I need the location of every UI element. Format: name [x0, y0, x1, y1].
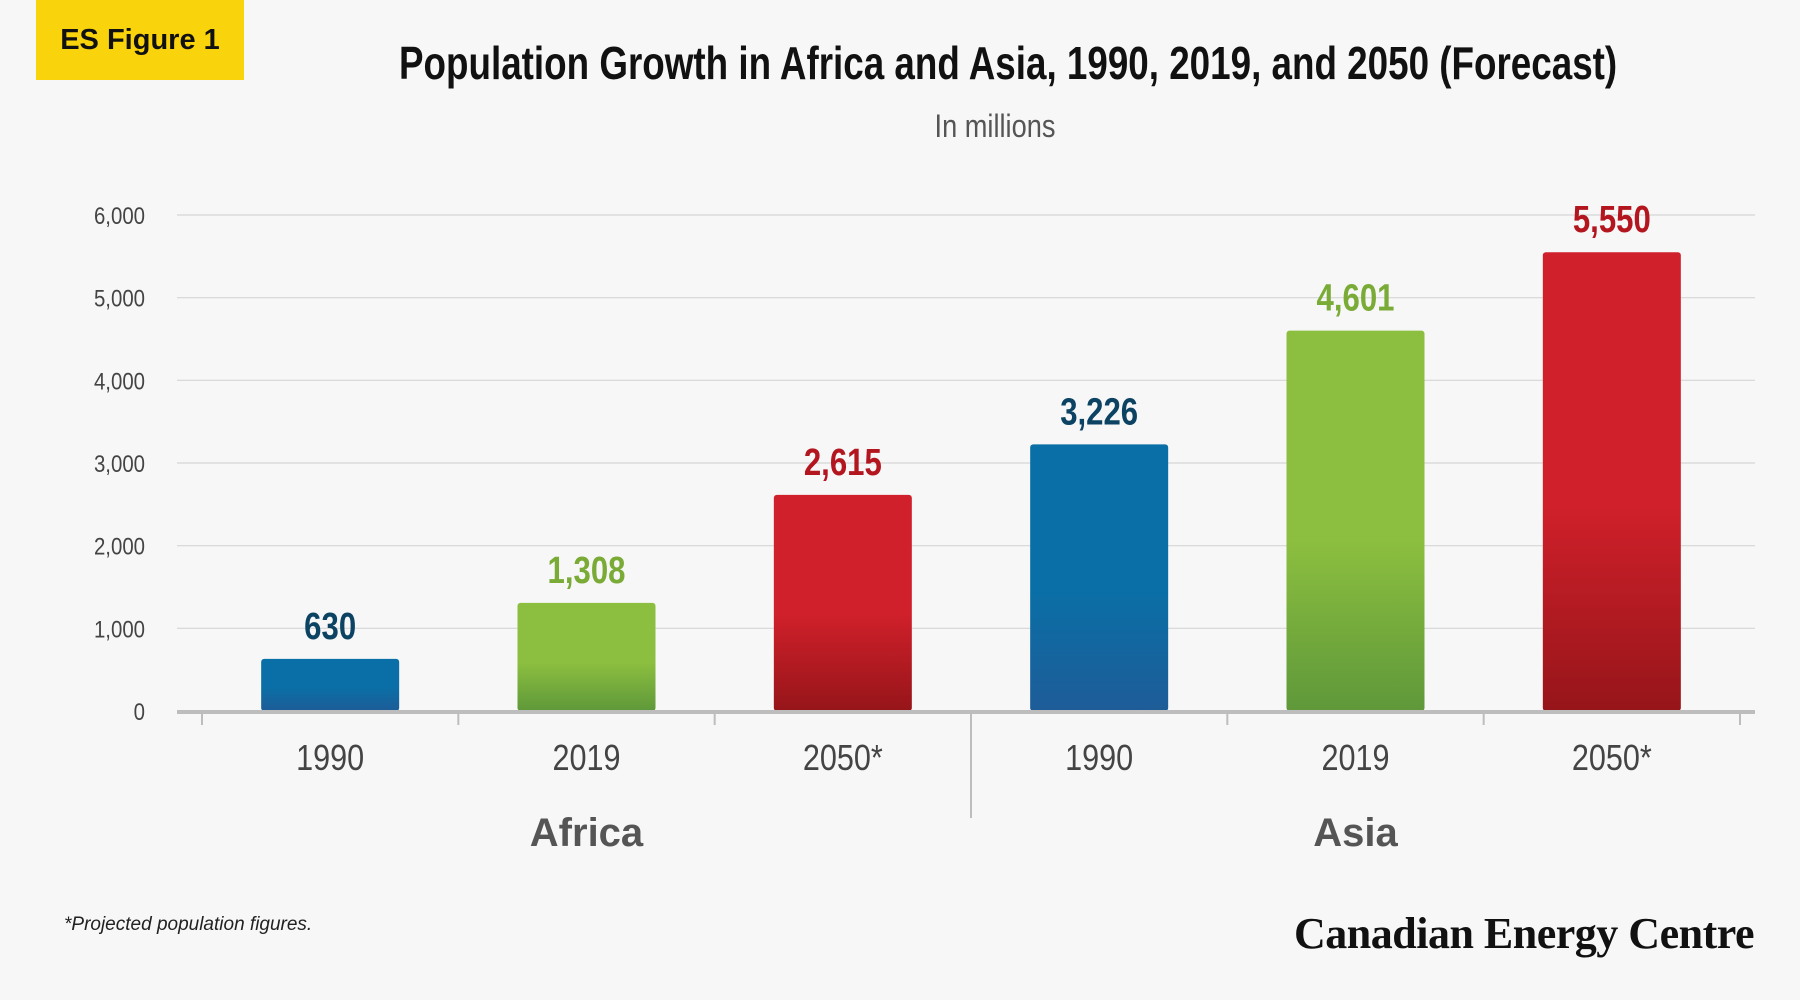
bar-chart: 0 1,000 2,000 3,000 4,000 5,000 6,000 630 1,308…	[94, 199, 1755, 855]
y-tick-label: 0	[134, 698, 145, 725]
bar	[261, 658, 400, 711]
data-label: 630	[304, 606, 356, 648]
brand-logo: Canadian Energy Centre	[1294, 909, 1754, 958]
x-axis: 1990 2019 2050* Africa 1990 2019 2050* Asia	[177, 710, 1755, 855]
chart-subtitle: In millions	[934, 108, 1056, 144]
figure-badge: ES Figure 1	[36, 0, 244, 80]
x-tick-label: 2019	[1321, 739, 1389, 779]
y-tick-label: 5,000	[94, 285, 145, 312]
y-axis-ticks: 0 1,000 2,000 3,000 4,000 5,000 6,000	[94, 202, 145, 725]
bar	[1030, 444, 1169, 711]
y-tick-label: 1,000	[94, 616, 145, 643]
bars: 630 1,308 2,615 3,226 4,601 5,550	[261, 199, 1681, 711]
footnote: *Projected population figures.	[64, 914, 313, 935]
gridlines	[177, 214, 1755, 629]
bar	[1542, 252, 1681, 711]
y-tick-label: 2,000	[94, 533, 145, 560]
group-label: Africa	[530, 811, 644, 855]
x-tick-label: 2050*	[803, 739, 883, 779]
bar	[773, 494, 912, 711]
data-label: 5,550	[1573, 199, 1651, 241]
data-label: 2,615	[804, 442, 882, 484]
x-tick-label: 2019	[552, 739, 620, 779]
data-label: 3,226	[1060, 392, 1138, 434]
data-label: 4,601	[1317, 278, 1395, 320]
bar	[517, 602, 656, 711]
x-tick-label: 2050*	[1572, 739, 1652, 779]
y-tick-label: 6,000	[94, 202, 145, 229]
x-tick-label: 1990	[296, 739, 364, 779]
chart-title: Population Growth in Africa and Asia, 19…	[399, 37, 1618, 89]
bar	[1286, 330, 1425, 711]
y-tick-label: 3,000	[94, 450, 145, 477]
data-label: 1,308	[548, 550, 626, 592]
y-tick-label: 4,000	[94, 368, 145, 395]
x-tick-label: 1990	[1065, 739, 1133, 779]
group-label: Asia	[1313, 811, 1398, 855]
